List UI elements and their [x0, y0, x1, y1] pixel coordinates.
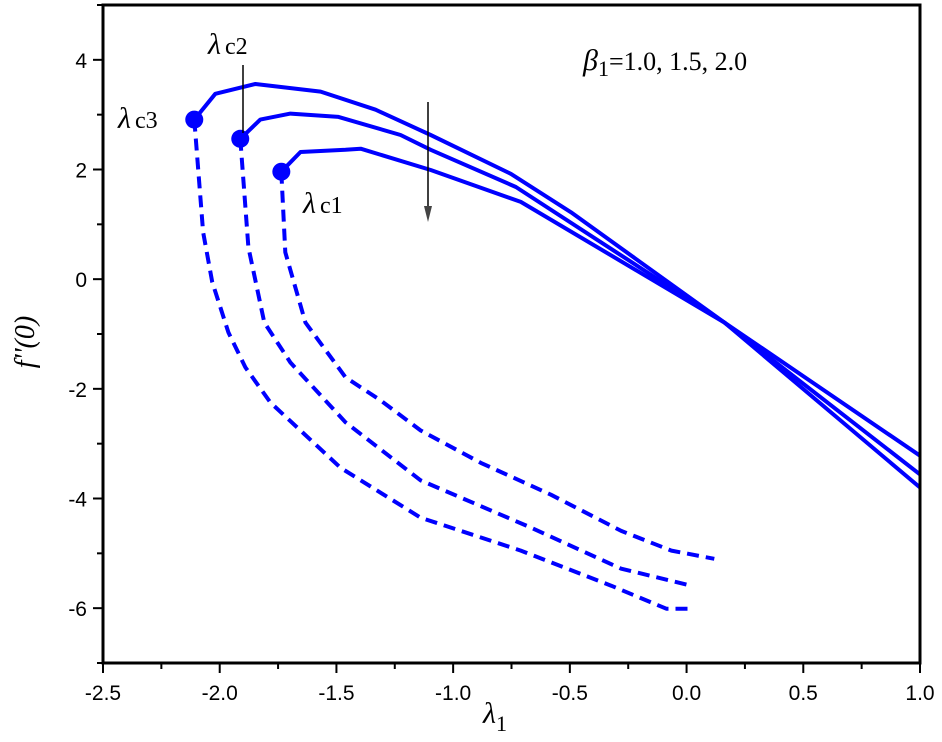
beta-annotation: β1=1.0, 1.5, 2.0: [582, 44, 747, 81]
curves-group: [192, 82, 922, 611]
y-axis-ticks: 4 2 0 -2 -4 -6: [68, 4, 103, 664]
x-tick-label: 1.0: [905, 682, 934, 705]
solid-curve-0: [192, 82, 922, 458]
solid-curve-2: [279, 146, 922, 490]
x-tick-label: -2.5: [85, 682, 121, 705]
plot-frame: [101, 3, 922, 665]
y-tick-label: -2: [68, 379, 87, 402]
solid-curve-1: [238, 111, 922, 476]
x-axis-ticks: -2.5 -2.0 -1.5 -1.0 -0.5 0.0 0.5 1.0: [85, 663, 935, 705]
x-tick-label: -1.5: [318, 682, 354, 705]
critical-point-c1: [272, 162, 291, 181]
critical-points-group: [185, 110, 291, 181]
x-tick-label: -2.0: [202, 682, 238, 705]
y-tick-label: 4: [75, 50, 87, 73]
y-tick-label: -4: [68, 489, 87, 512]
beta-direction-arrow: [424, 102, 432, 222]
y-axis-title: f''(0): [10, 316, 41, 368]
lambda-c2-label: λ c2: [207, 28, 248, 61]
y-tick-label: 2: [75, 160, 87, 183]
critical-point-c3: [185, 110, 204, 129]
dashed-curve-4: [238, 138, 692, 588]
x-tick-label: -0.5: [552, 682, 588, 705]
x-tick-label: 0.0: [672, 682, 701, 705]
x-tick-label: 0.5: [789, 682, 818, 705]
dashed-curve-3: [192, 119, 692, 611]
lambda-c3-label: λ c3: [117, 102, 158, 135]
x-axis-title: λ1: [482, 697, 507, 736]
lambda-c1-label: λ c1: [302, 187, 343, 220]
dashed-curve-5: [279, 171, 715, 561]
y-tick-label: 0: [75, 269, 87, 292]
x-tick-label: -1.0: [435, 682, 471, 705]
critical-point-c2: [231, 129, 250, 148]
y-tick-label: -6: [68, 598, 87, 621]
